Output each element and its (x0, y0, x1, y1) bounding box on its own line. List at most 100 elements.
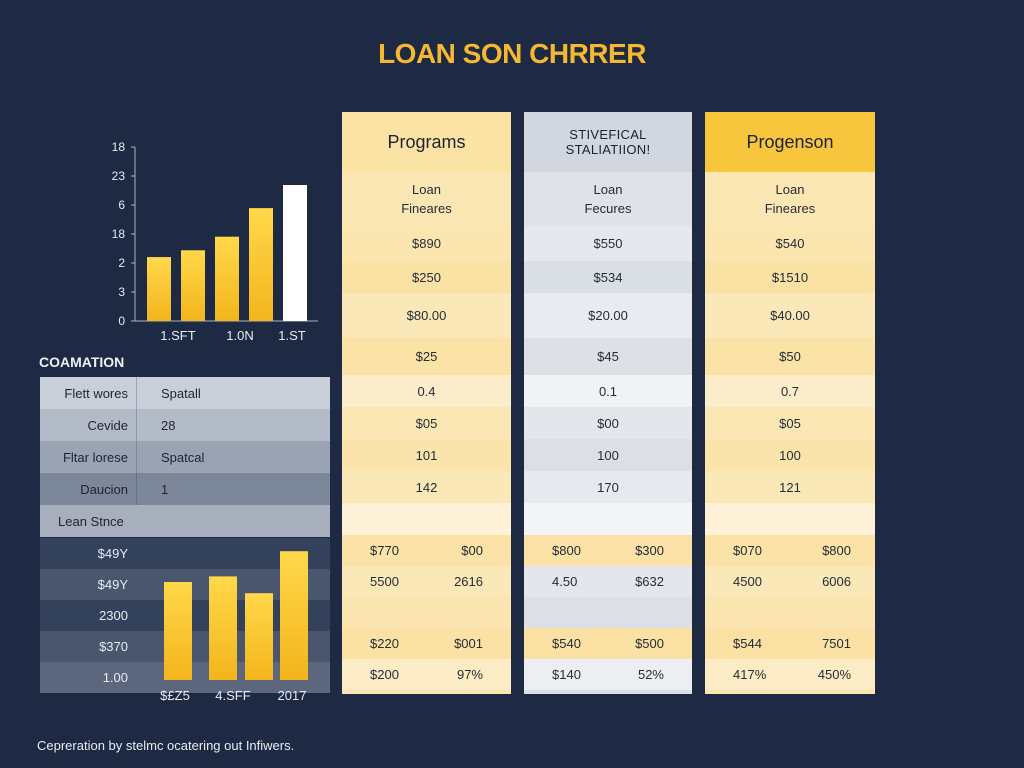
x-tick-label: $£Z5 (160, 688, 190, 703)
y-tick-label: 6 (118, 198, 125, 212)
bar (215, 236, 239, 321)
value-pair-row: $770 $00 (342, 535, 511, 566)
comparison-row: Lean Stnce (40, 505, 330, 537)
value-cell: $1510 (705, 261, 875, 293)
value-cell: 101 (342, 439, 511, 471)
column-subheader: Loan Fineares (705, 172, 875, 226)
comparison-row: Fltar lorese Spatcal (40, 441, 330, 473)
value-cell: $00 (524, 407, 692, 439)
value-cell: 100 (524, 439, 692, 471)
bar (283, 185, 307, 321)
y-tick-label: 3 (118, 285, 125, 299)
pair-value-right: 52% (637, 667, 664, 682)
pair-value-left: $070 (733, 543, 762, 558)
value-cell: $05 (705, 407, 875, 439)
value-cell: 0.7 (705, 375, 875, 407)
value-cell: $890 (342, 226, 511, 261)
value-pair-row: $544 7501 (705, 628, 875, 659)
value-cell: $534 (524, 261, 692, 293)
value-cell: $550 (524, 226, 692, 261)
pair-value-left: $540 (552, 636, 581, 651)
bar (280, 551, 308, 680)
y-tick-label: 0 (118, 314, 125, 328)
y-tick-label: 23 (112, 169, 126, 183)
column-progenson: Progenson Loan Fineares $540 $1510 $40.0… (705, 112, 875, 700)
empty-cell (342, 690, 511, 694)
bottom-bar-chart: $49Y $49Y 2300 $370 1.00 $£Z5 4.SFF 2017 (40, 538, 330, 703)
value-cell: 0.1 (524, 375, 692, 407)
value-pair-row: $140 52% (524, 659, 692, 690)
subheader-line: Fineares (764, 201, 816, 216)
pair-value-right: 97% (456, 667, 483, 682)
pair-value-left: $800 (552, 543, 581, 558)
comparison-row: Cevide 28 (40, 409, 330, 441)
pair-value-right: 7501 (822, 636, 851, 651)
empty-cell (705, 597, 875, 628)
pair-value-right: 2616 (454, 574, 483, 589)
pair-value-left: $200 (370, 667, 399, 682)
value-pair-row: 4.50 $632 (524, 566, 692, 597)
bar (181, 250, 205, 321)
bar (249, 208, 273, 321)
comparison-row: Flett wores Spatall (40, 377, 330, 409)
page-title: LOAN SON CHRRER (378, 38, 646, 69)
value-cell: $80.00 (342, 293, 511, 338)
value-cell: $40.00 (705, 293, 875, 338)
column-statistical: STIVEFICAL STALIATIION! Loan Fecures $55… (524, 112, 692, 700)
pair-value-right: 450% (817, 667, 851, 682)
empty-cell (524, 503, 692, 535)
value-cell: $540 (705, 226, 875, 261)
value-cell: 0.4 (342, 375, 511, 407)
pair-value-right: $001 (454, 636, 483, 651)
y-tick-label: 2300 (99, 608, 128, 623)
comparison-value: Spatall (136, 377, 330, 409)
bar (209, 576, 237, 680)
pair-value-left: $220 (370, 636, 399, 651)
x-tick-label: 2017 (278, 688, 307, 703)
column-header: Progenson (705, 112, 875, 172)
comparison-value: Spatcal (136, 441, 330, 473)
comparison-title: COAMATION (39, 354, 125, 370)
value-cell: $20.00 (524, 293, 692, 338)
subheader-line: Loan (593, 182, 623, 197)
pair-value-right: $300 (635, 543, 664, 558)
column-programs: Programs Loan Fineares $890 $250 $80.00 … (342, 112, 511, 700)
comparison-label: Lean Stnce (58, 513, 124, 529)
comparison-value: 28 (136, 409, 330, 441)
pair-value-right: $800 (822, 543, 851, 558)
y-tick-label: $49Y (98, 546, 129, 561)
subheader-line: Loan (775, 182, 805, 197)
comparison-label: Flett wores (64, 385, 128, 401)
y-tick-label: 18 (112, 140, 126, 154)
value-cell: $45 (524, 338, 692, 375)
pair-value-right: 6006 (822, 574, 851, 589)
subheader-line: Fineares (401, 201, 452, 216)
pair-value-left: $770 (370, 543, 399, 558)
comparison-label: Cevide (87, 417, 128, 433)
subheader-line: Loan (412, 182, 441, 197)
empty-cell (705, 503, 875, 535)
footer-note: Cepreration by stelmc ocatering out Infi… (37, 738, 295, 753)
comparison-value (136, 505, 330, 537)
column-header: Programs (342, 112, 511, 172)
x-tick-label: 1.0N (226, 328, 253, 343)
empty-cell (524, 597, 692, 628)
value-cell: 142 (342, 471, 511, 503)
value-cell: $250 (342, 261, 511, 293)
bar (245, 593, 273, 680)
empty-cell (342, 503, 511, 535)
value-cell: $05 (342, 407, 511, 439)
x-tick-label: 4.SFF (215, 688, 250, 703)
subheader-line: Fecures (584, 201, 632, 216)
value-pair-row: $200 97% (342, 659, 511, 690)
value-pair-row: $540 $500 (524, 628, 692, 659)
empty-cell (524, 690, 692, 694)
empty-cell (342, 597, 511, 628)
value-pair-row: 4500 6006 (705, 566, 875, 597)
y-tick-label: $49Y (98, 577, 129, 592)
pair-value-left: $544 (733, 636, 762, 651)
comparison-label: Daucion (80, 481, 128, 497)
value-pair-row: $070 $800 (705, 535, 875, 566)
value-cell: $50 (705, 338, 875, 375)
